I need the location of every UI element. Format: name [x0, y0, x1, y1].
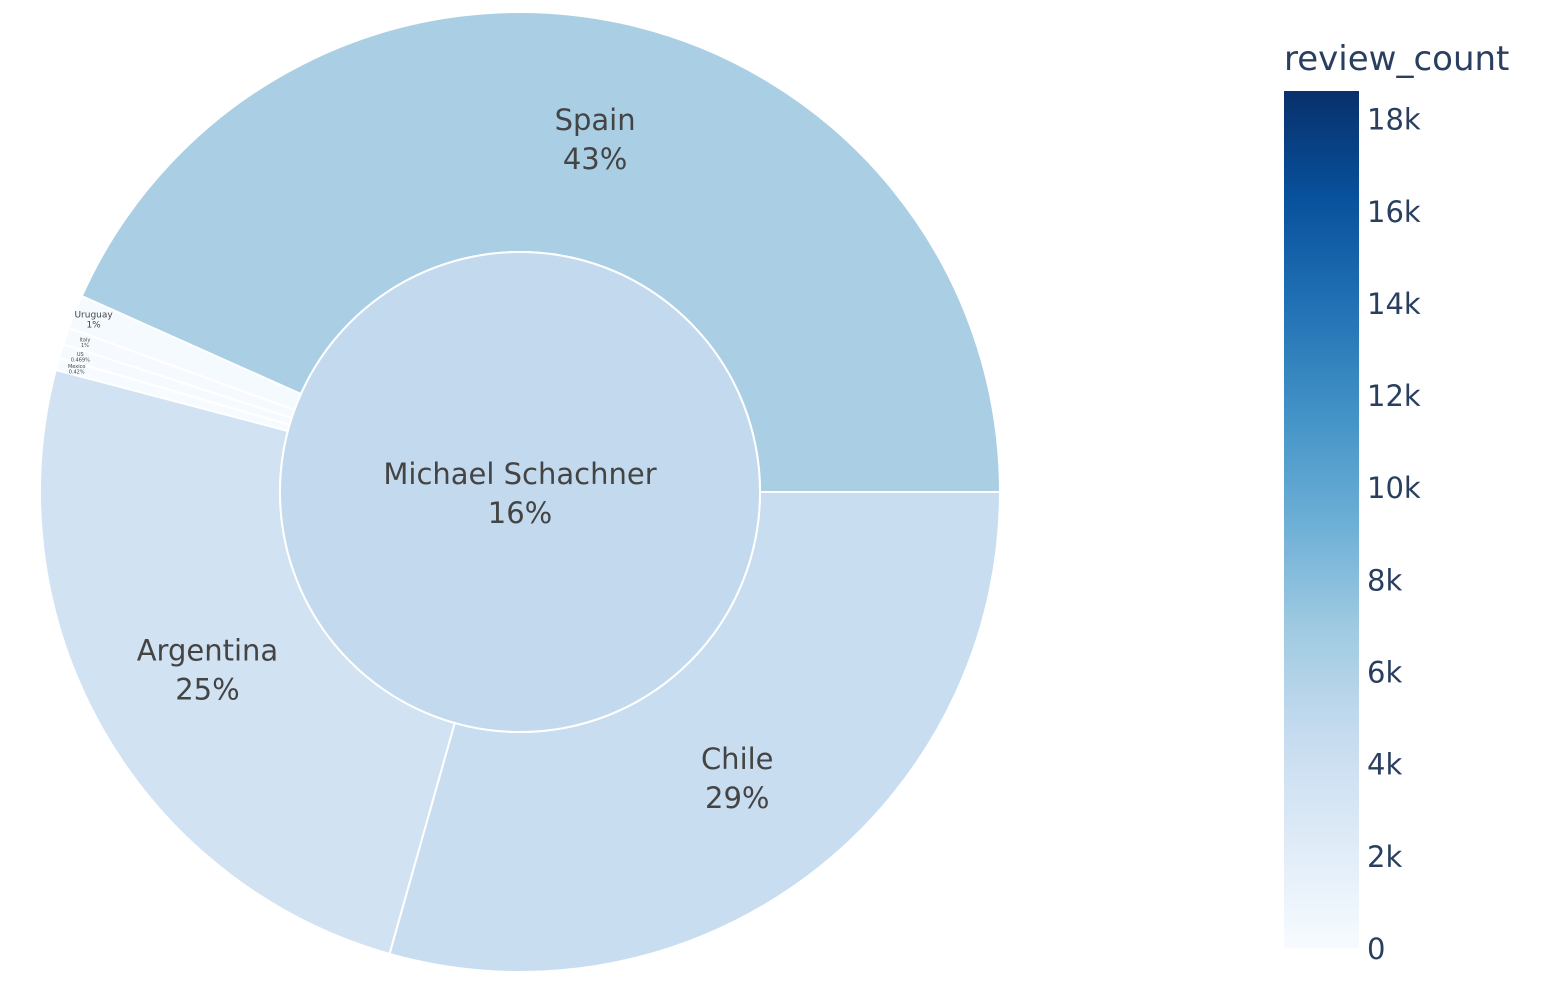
colorbar-tick-label: 10k [1367, 471, 1421, 505]
colorbar-tick-label: 14k [1367, 287, 1421, 321]
colorbar-tick-label: 16k [1367, 195, 1421, 229]
colorbar-tick-label: 18k [1367, 103, 1421, 137]
root-percent: 16% [488, 496, 552, 530]
root-circle[interactable] [279, 251, 761, 733]
slice-percent-us: 0.469% [71, 357, 90, 363]
slice-label-us: US [77, 352, 84, 358]
colorbar-tick-label: 0 [1367, 932, 1385, 966]
slice-label-spain: Spain [555, 103, 636, 137]
root-slice[interactable]: Michael Schachner 16% [279, 251, 761, 733]
slice-percent-italy: 1% [81, 343, 89, 349]
root-label: Michael Schachner [383, 457, 656, 491]
slice-label-argentina: Argentina [137, 634, 278, 668]
slice-label-italy: Italy [80, 338, 91, 344]
slice-percent-spain: 43% [563, 142, 627, 176]
slice-percent-argentina: 25% [175, 673, 239, 707]
colorbar-tick-label: 4k [1367, 748, 1402, 782]
colorbar-tick-label: 8k [1367, 563, 1402, 597]
slice-label-chile: Chile [701, 742, 774, 776]
colorbar-tick-label: 12k [1367, 379, 1421, 413]
colorbar: review_count 0 2k 4k 6k 8k 10k 12k 14k 16k 18k [1284, 39, 1509, 966]
slice-label-uruguay: Uruguay [74, 311, 113, 321]
slice-percent-chile: 29% [705, 781, 769, 815]
colorbar-ticks: 0 2k 4k 6k 8k 10k 12k 14k 16k 18k [1367, 103, 1421, 966]
colorbar-tick-label: 2k [1367, 840, 1402, 874]
slice-percent-mexico: 0.42% [69, 370, 85, 376]
slice-percent-uruguay: 1% [86, 321, 101, 331]
colorbar-title: review_count [1284, 39, 1509, 79]
colorbar-gradient [1284, 91, 1359, 948]
colorbar-tick-label: 6k [1367, 656, 1402, 690]
slice-label-mexico: Mexico [68, 364, 85, 370]
segment-labels: Spain43%Uruguay1%Italy1%US0.469%Mexico0.… [68, 103, 774, 815]
